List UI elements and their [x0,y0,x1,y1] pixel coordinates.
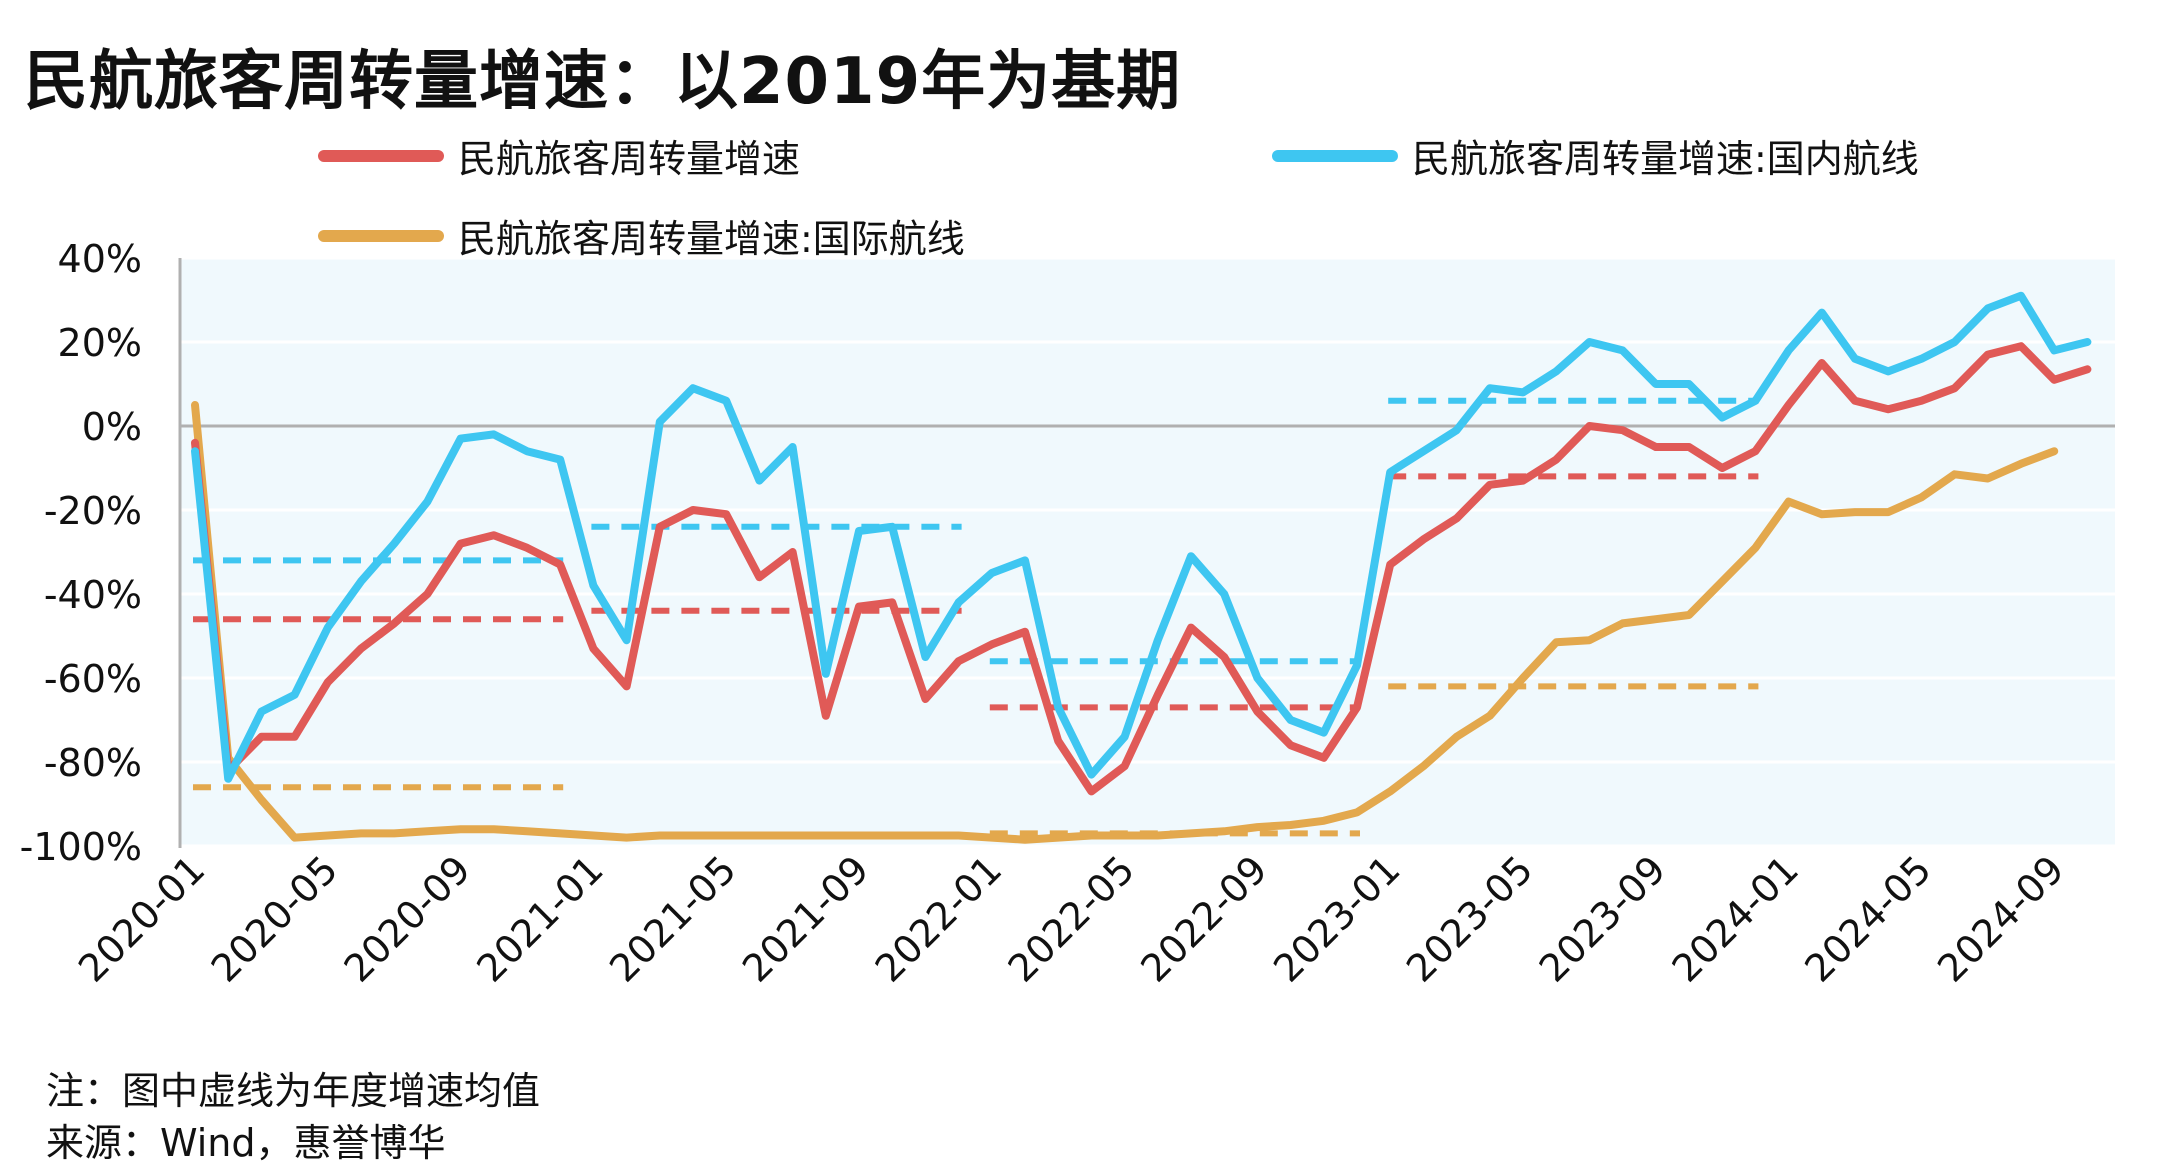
x-tick-label: 2024-05 [1796,847,1939,990]
x-tick-label: 2020-05 [203,847,346,990]
x-tick-label: 2022-05 [1000,847,1143,990]
legend-swatch-international [318,229,444,242]
legend-label-domestic: 民航旅客周转量增速:国内航线 [1412,137,1919,181]
legend-item-international[interactable]: 民航旅客周转量增速:国际航线 [318,208,965,263]
y-tick-label: 40% [58,237,142,281]
x-tick-label: 2023-01 [1265,847,1408,990]
y-tick-label: -100% [20,825,142,869]
chart-title: 民航旅客周转量增速：以2019年为基期 [24,45,1182,119]
legend-swatch-total [318,149,444,162]
x-tick-label: 2021-01 [468,847,611,990]
y-tick-label: -80% [44,741,142,785]
legend-label-international: 民航旅客周转量增速:国际航线 [458,217,965,261]
legend-item-total[interactable]: 民航旅客周转量增速 [318,128,800,183]
plot-area [180,258,2115,846]
x-tick-label: 2020-09 [336,847,479,990]
footnote-note: 注：图中虚线为年度增速均值 [46,1069,541,1113]
footnote-source: 来源：Wind，惠誉博华 [46,1121,446,1165]
y-tick-label: -60% [44,657,142,701]
series-line-1 [191,291,2092,783]
series-line-2 [191,401,2059,844]
x-tick-label: 2023-05 [1398,847,1541,990]
x-tick-label: 2024-01 [1664,847,1807,990]
y-tick-label: -40% [44,573,142,617]
y-tick-label: -20% [44,489,142,533]
x-tick-label: 2023-09 [1531,847,1674,990]
x-tick-label: 2022-01 [867,847,1010,990]
legend-item-domestic[interactable]: 民航旅客周转量增速:国内航线 [1272,128,1919,183]
x-tick-label: 2021-09 [734,847,877,990]
legend-swatch-domestic [1272,149,1398,162]
y-tick-label: 0% [82,405,142,449]
y-tick-label: 20% [58,321,142,365]
legend-label-total: 民航旅客周转量增速 [458,137,801,181]
x-tick-label: 2021-05 [601,847,744,990]
series-line-0 [191,342,2092,796]
x-tick-label: 2024-09 [1929,847,2072,990]
x-tick-label: 2022-09 [1132,847,1275,990]
